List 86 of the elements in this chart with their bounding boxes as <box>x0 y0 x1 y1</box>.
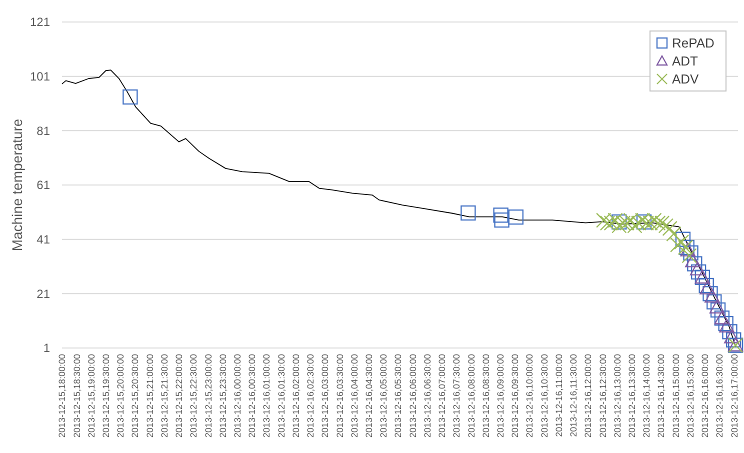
x-tick-label: 2013-12-15,18:00:00 <box>57 354 68 438</box>
point <box>722 324 738 340</box>
x-tick-label: 2013-12-16,07:30:00 <box>452 354 462 438</box>
legend-label: ADV <box>672 72 700 87</box>
x-tick-label: 2013-12-15,23:30:00 <box>218 354 228 438</box>
point <box>709 300 725 314</box>
y-axis-title: Machine temperature <box>9 118 25 252</box>
x-tick-label: 2013-12-16,12:30:00 <box>598 354 608 438</box>
x-tick-label: 2013-12-16,00:30:00 <box>247 354 258 438</box>
point <box>666 226 682 242</box>
point <box>687 256 702 272</box>
x-tick-label: 2013-12-16,11:30:00 <box>568 354 579 437</box>
x-tick-label: 2013-12-16,06:00:00 <box>408 354 418 438</box>
point <box>680 242 696 256</box>
x-tick-label: 2013-12-16,17:00:00 <box>729 354 740 438</box>
point <box>718 316 734 332</box>
point <box>674 234 690 250</box>
x-tick-label: 2013-12-16,11:00:00 <box>554 354 564 437</box>
x-tick-label: 2013-12-16,02:00:00 <box>290 354 301 438</box>
point <box>460 205 476 221</box>
x-tick-label: 2013-12-15,19:30:00 <box>100 354 111 438</box>
x-tick-label: 2013-12-16,14:00:00 <box>642 354 652 438</box>
point <box>685 253 700 268</box>
x-tick-label: 2013-12-16,10:00:00 <box>524 354 535 438</box>
y-tick-label: 41 <box>36 232 50 247</box>
x-tick-label: 2013-12-15,21:00:00 <box>144 354 155 438</box>
x-tick-label: 2013-12-15,21:30:00 <box>159 354 170 438</box>
y-tick-label: 81 <box>36 124 50 138</box>
x-tick-label: 2013-12-16,13:00:00 <box>612 354 622 438</box>
y-tick-label: 21 <box>36 286 50 301</box>
x-tick-label: 2013-12-16,09:30:00 <box>510 354 520 438</box>
point <box>683 245 698 261</box>
x-tick-label: 2013-12-16,06:30:00 <box>422 354 432 438</box>
x-tick-label: 2013-12-16,04:00:00 <box>349 354 360 438</box>
x-tick-label: 2013-12-15,22:30:00 <box>188 354 199 438</box>
x-tick-label: 2013-12-16,03:30:00 <box>334 354 345 438</box>
x-tick-label: 2013-12-16,05:30:00 <box>393 354 404 438</box>
x-tick-label: 2013-12-15,23:00:00 <box>203 354 214 438</box>
point <box>122 89 138 105</box>
point <box>690 264 706 280</box>
x-tick-label: 2013-12-16,08:00:00 <box>466 354 476 438</box>
y-tick-label: 61 <box>36 178 50 192</box>
y-tick-label: 101 <box>30 70 50 84</box>
x-tick-label: 2013-12-16,09:00:00 <box>495 354 506 438</box>
legend-label: ADT <box>672 54 698 69</box>
x-tick-label: 2013-12-16,04:30:00 <box>364 354 374 438</box>
x-tick-label: 2013-12-15,20:00:00 <box>116 354 126 438</box>
x-tick-label: 2013-12-15,19:00:00 <box>86 354 96 438</box>
x-tick-label: 2013-12-16,15:00:00 <box>670 354 681 438</box>
x-tick-label: 2013-12-16,15:30:00 <box>685 354 696 438</box>
point <box>612 214 627 230</box>
x-tick-label: 2013-12-16,05:00:00 <box>378 354 389 438</box>
point <box>724 330 740 344</box>
x-tick-label: 2013-12-16,01:30:00 <box>276 354 286 438</box>
point <box>698 278 714 294</box>
x-tick-label: 2013-12-16,16:00:00 <box>700 354 710 438</box>
point <box>662 220 678 236</box>
legend-label: RePAD <box>672 36 714 51</box>
y-tick-label: 121 <box>30 15 50 30</box>
point <box>682 248 697 264</box>
x-tick-label: 2013-12-16,13:30:00 <box>626 354 637 438</box>
point <box>726 332 742 348</box>
x-tick-label: 2013-12-16,16:30:00 <box>714 354 725 438</box>
x-tick-label: 2013-12-16,03:00:00 <box>320 354 330 438</box>
x-tick-label: 2013-12-16,10:30:00 <box>539 354 550 438</box>
y-tick-label: 1 <box>43 341 50 356</box>
point <box>508 209 524 225</box>
x-tick-label: 2013-12-16,14:30:00 <box>656 354 666 438</box>
point <box>706 294 722 310</box>
x-tick-label: 2013-12-16,02:30:00 <box>306 354 316 438</box>
point <box>700 280 715 294</box>
point <box>675 232 691 247</box>
x-tick-label: 2013-12-16,07:00:00 <box>437 354 448 438</box>
x-tick-label: 2013-12-15,18:30:00 <box>72 354 82 438</box>
point <box>494 212 510 228</box>
x-tick-label: 2013-12-16,01:00:00 <box>262 354 272 438</box>
x-tick-label: 2013-12-16,00:00:00 <box>232 354 242 438</box>
point <box>670 237 686 252</box>
x-tick-label: 2013-12-15,22:00:00 <box>174 354 184 438</box>
point <box>710 302 726 318</box>
point <box>493 208 508 223</box>
x-tick-label: 2013-12-15,20:30:00 <box>130 354 140 438</box>
x-tick-label: 2013-12-16,08:30:00 <box>480 354 491 438</box>
point <box>690 262 706 276</box>
x-tick-label: 2013-12-16,12:00:00 <box>583 354 594 438</box>
point <box>719 318 734 332</box>
